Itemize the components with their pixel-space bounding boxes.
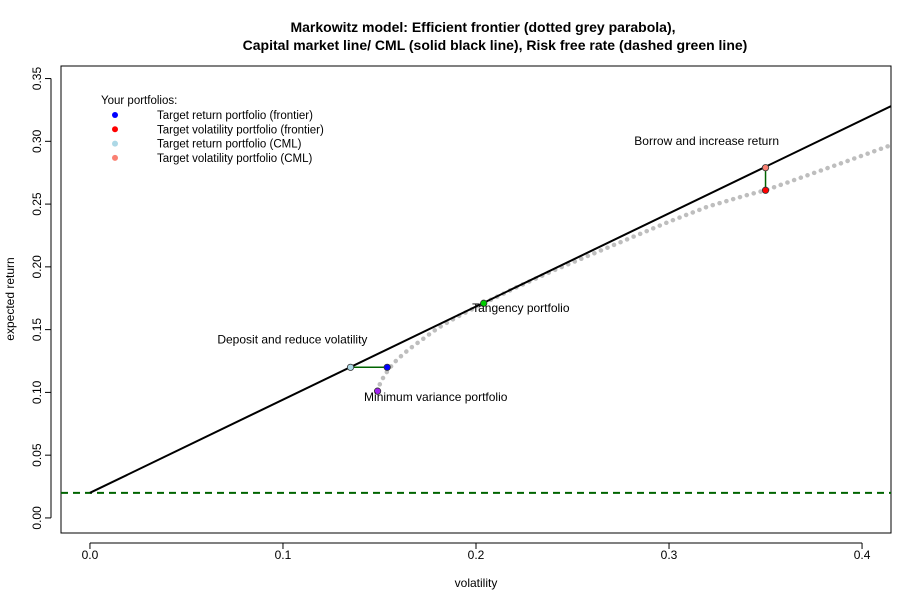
plot-frame (60, 65, 892, 534)
y-tick-label: 0.35 (30, 67, 44, 91)
legend-entry-label: Target return portfolio (CML) (157, 139, 302, 151)
legend-entry-label: Target volatility portfolio (CML) (157, 153, 312, 165)
x-tick-label: 0.1 (275, 548, 292, 562)
legend-entry-label: Target return portfolio (frontier) (157, 110, 313, 122)
x-tick-label: 0.2 (468, 548, 485, 562)
x-tick-label: 0.4 (854, 548, 871, 562)
annotation-2: Tangency portfolio (472, 301, 570, 315)
y-tick-label: 0.15 (30, 318, 44, 342)
legend-marker-1 (112, 112, 118, 118)
legend-entry-label: Target volatility portfolio (frontier) (157, 124, 324, 136)
y-tick-label: 0.05 (30, 443, 44, 467)
x-axis-label: volatility (455, 576, 498, 590)
y-tick-label: 0.20 (30, 255, 44, 279)
legend-marker-3 (112, 140, 118, 147)
y-tick-label: 0.30 (30, 129, 44, 153)
portfolio-point-minimum-variance-portfolio (373, 387, 382, 395)
portfolio-point-target-return-portfolio-frontier (383, 363, 391, 371)
y-axis-label: expected return (3, 257, 17, 340)
legend: Your portfolios: Target return portfolio… (101, 95, 324, 165)
legend-title: Your portfolios: (101, 95, 177, 107)
annotation-1: Deposit and reduce volatility (217, 332, 367, 346)
chart-title-line-2: Capital market line/ CML (solid black li… (243, 37, 748, 53)
plot-area (61, 105, 891, 494)
portfolio-point-target-volatility-portfolio-cml (761, 164, 770, 172)
legend-marker-4 (112, 154, 118, 161)
x-tick-label: 0.3 (661, 548, 678, 562)
portfolio-point-target-volatility-portfolio-frontier (761, 186, 770, 194)
axes: 0.0 0.1 0.2 0.3 0.4 0.00 0.05 0.10 0.15 0.20 0.25 0… (30, 67, 871, 562)
portfolio-point-target-return-portfolio-cml (346, 363, 355, 371)
efficient-frontier (375, 142, 891, 394)
x-tick-label: 0.0 (82, 548, 99, 562)
chart-title-line-1: Markowitz model: Efficient frontier (dot… (290, 19, 675, 35)
y-tick-label: 0.10 (30, 380, 44, 404)
portfolio-point-tangency-portfolio (480, 299, 488, 307)
annotation-4: Borrow and increase return (634, 134, 779, 148)
y-tick-label: 0.00 (30, 506, 44, 530)
annotation-3: Minimum variance portfolio (364, 390, 508, 404)
capital-market-line (89, 105, 891, 494)
y-tick-label: 0.25 (30, 192, 44, 216)
legend-marker-2 (112, 126, 118, 133)
